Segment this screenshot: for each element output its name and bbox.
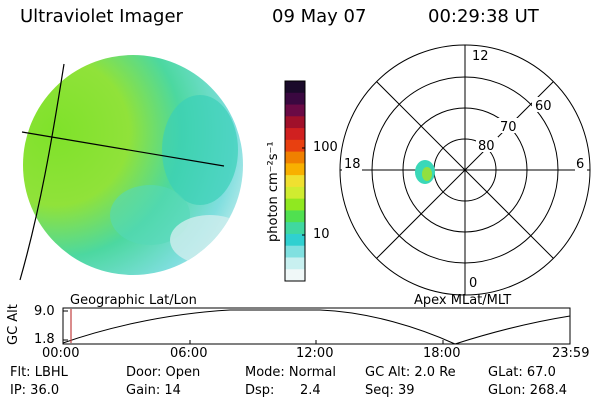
colorbar-segment [285, 245, 305, 258]
timeline-xtick-1800: 18:00 [423, 346, 461, 361]
colorbar-segment [285, 139, 305, 153]
colorbar-segment [285, 233, 305, 247]
glat-info: GLat: 67.0 [488, 365, 556, 380]
dsp-label: Dsp: [245, 383, 275, 398]
geographic-image [19, 55, 243, 281]
colorbar-segment [285, 92, 305, 106]
apex-label: Apex MLat/MLT [414, 293, 512, 308]
colorbar-tick-100: 100 [313, 140, 338, 155]
mlt-label-18: 18 [344, 157, 361, 172]
altitude-timeline [62, 307, 571, 345]
colorbar-segment [285, 81, 305, 94]
colorbar-segment [285, 222, 305, 235]
observation-time: 00:29:38 UT [428, 6, 539, 27]
ip-info: IP: 36.0 [10, 383, 60, 398]
colorbar-label: photon cm⁻²s⁻¹ [266, 141, 281, 242]
glon-info: GLon: 268.4 [488, 383, 568, 398]
observation-date: 09 May 07 [272, 6, 367, 27]
colorbar-tick-10: 10 [313, 227, 330, 242]
seq-info: Seq: 39 [365, 383, 415, 398]
filter-info: Flt: LBHL [10, 365, 68, 380]
colorbar-segment [285, 128, 305, 141]
door-info: Door: Open [126, 365, 201, 380]
geographic-label: Geographic Lat/Lon [70, 293, 197, 308]
colorbar-segment [285, 163, 305, 176]
dsp-value: 2.4 [300, 383, 321, 398]
colorbar-segment [285, 175, 305, 188]
instrument-title: Ultraviolet Imager [20, 6, 183, 27]
colorbar-segment [285, 104, 305, 117]
lat-label-80: 80 [478, 139, 495, 154]
gain-info: Gain: 14 [126, 383, 181, 398]
mlt-label-6: 6 [576, 157, 584, 172]
colorbar-segment [285, 151, 305, 164]
timeline-xtick-2359: 23:59 [552, 346, 590, 361]
lat-label-70: 70 [500, 120, 517, 135]
lat-label-60: 60 [535, 99, 552, 114]
polar-plot: 12 18 6 0 80 70 60 [339, 44, 591, 296]
altitude-curve [62, 309, 571, 345]
mlt-label-12: 12 [472, 49, 489, 64]
colorbar-segment [285, 269, 305, 282]
timeline-xtick-0600: 06:00 [170, 346, 208, 361]
color-bar [284, 80, 306, 282]
gc-alt-info: GC Alt: 2.0 Re [365, 365, 456, 380]
timeline-xtick-0000: 00:00 [42, 346, 80, 361]
colorbar-segment [285, 198, 305, 211]
timeline-ytick-1-8: 1.8 [34, 332, 55, 347]
timeline-ylabel: GC Alt [6, 304, 21, 345]
mode-info: Mode: Normal [245, 365, 336, 380]
colorbar-segment [285, 257, 305, 270]
colorbar-segment [285, 116, 305, 129]
timeline-xtick-1200: 12:00 [296, 346, 334, 361]
timeline-ytick-9: 9.0 [34, 304, 55, 319]
colorbar-segment [285, 186, 305, 200]
mlt-label-0: 0 [469, 276, 477, 291]
colorbar-segment [285, 210, 305, 223]
